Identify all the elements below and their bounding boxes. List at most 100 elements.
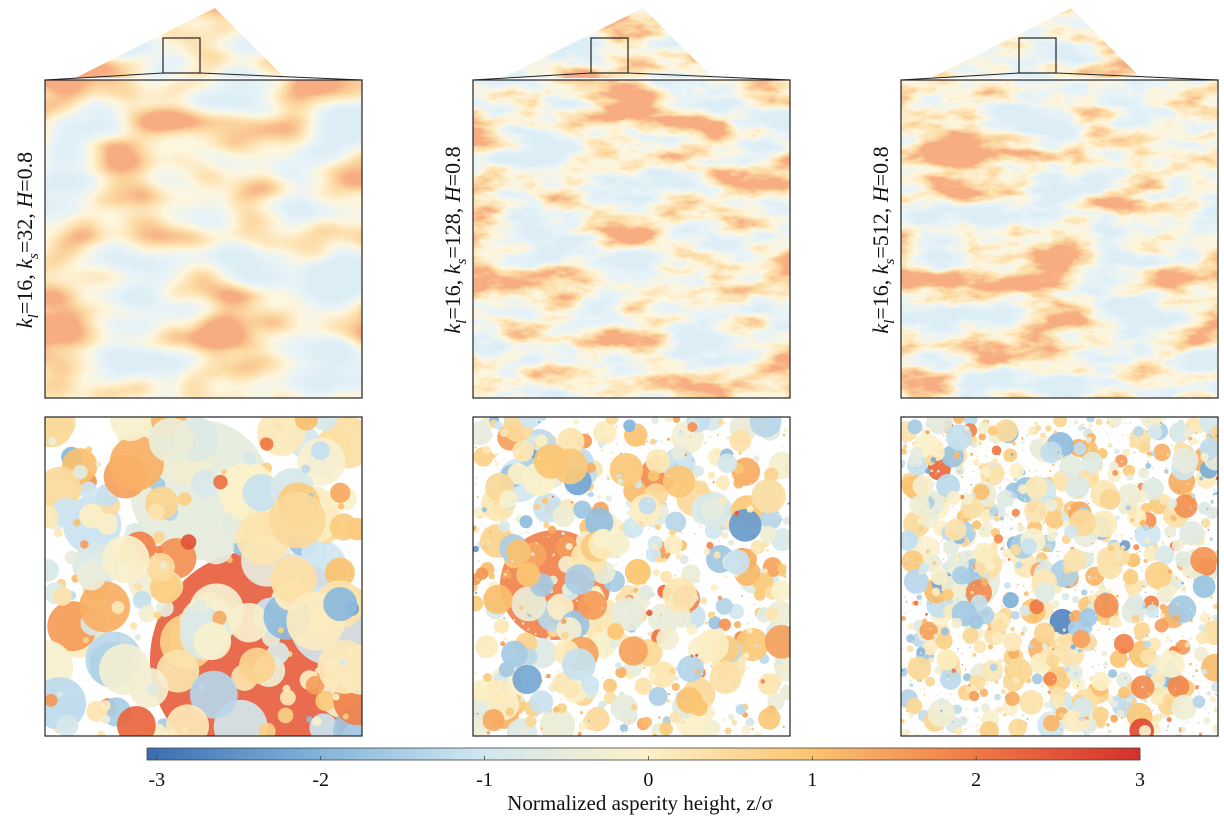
asperity xyxy=(1132,573,1134,575)
asperity xyxy=(1145,633,1147,636)
asperity xyxy=(534,632,537,635)
asperity xyxy=(929,602,931,605)
asperity xyxy=(1005,691,1020,706)
asperity xyxy=(552,504,575,528)
asperity xyxy=(1147,636,1150,639)
asperity xyxy=(923,725,926,728)
asperity xyxy=(1024,499,1048,523)
asperity xyxy=(957,667,960,670)
asperity xyxy=(1193,594,1195,597)
asperity xyxy=(1203,717,1211,725)
thumbnail xyxy=(900,8,1219,81)
asperity xyxy=(722,718,725,722)
asperity xyxy=(999,454,1001,456)
asperity xyxy=(1057,470,1059,472)
asperity xyxy=(277,627,284,634)
asperity xyxy=(966,553,969,556)
asperity xyxy=(696,629,729,662)
asperity xyxy=(1142,584,1144,586)
asperity xyxy=(1026,520,1030,523)
asperity xyxy=(1151,602,1154,605)
asperity xyxy=(609,452,644,487)
asperity xyxy=(963,730,965,732)
asperity xyxy=(277,707,294,724)
asperity xyxy=(1001,558,1006,564)
asperity xyxy=(1124,676,1127,679)
asperity xyxy=(598,440,605,448)
asperity xyxy=(664,502,668,506)
asperity xyxy=(1085,596,1088,598)
asperity xyxy=(1186,721,1188,723)
asperity xyxy=(1052,463,1055,466)
asperity xyxy=(1154,576,1157,578)
asperity xyxy=(1201,618,1204,621)
asperity xyxy=(1199,582,1201,584)
asperity xyxy=(1118,686,1130,699)
asperity xyxy=(1104,449,1106,451)
asperity xyxy=(901,550,924,573)
asperity xyxy=(972,652,977,657)
asperity xyxy=(910,446,924,461)
asperity xyxy=(1198,732,1203,736)
asperity xyxy=(1093,592,1119,618)
asperity xyxy=(1147,438,1151,442)
asperity xyxy=(1095,419,1097,422)
asperity xyxy=(1174,515,1177,517)
asperity xyxy=(728,539,735,546)
asperity xyxy=(1043,421,1045,423)
asperity xyxy=(100,714,111,724)
asperity xyxy=(279,689,296,706)
asperity xyxy=(1138,725,1152,736)
asperity xyxy=(656,627,679,651)
asperity xyxy=(973,640,987,654)
asperity xyxy=(991,457,998,464)
asperity xyxy=(1049,535,1051,538)
asperity xyxy=(1151,717,1153,719)
asperity xyxy=(1017,577,1019,580)
asperity xyxy=(1191,494,1196,499)
asperity xyxy=(519,605,524,611)
asperity xyxy=(1034,582,1056,603)
asperity xyxy=(539,707,576,736)
asperity xyxy=(904,498,906,500)
asperity xyxy=(1021,519,1023,522)
asperity xyxy=(628,718,632,722)
asperity xyxy=(695,653,699,657)
asperity xyxy=(1154,453,1156,455)
asperity xyxy=(627,596,630,599)
asperity xyxy=(1113,545,1115,547)
asperity xyxy=(1078,608,1098,627)
asperity xyxy=(923,516,926,518)
asperity xyxy=(337,503,345,510)
asperity xyxy=(1189,504,1191,506)
asperity xyxy=(1106,421,1110,424)
asperity xyxy=(1033,655,1035,657)
asperity xyxy=(601,449,604,452)
label-part: =0.8 xyxy=(12,152,37,192)
asperity xyxy=(1134,530,1137,532)
asperity xyxy=(1109,461,1119,472)
asperity xyxy=(925,445,927,447)
asperity xyxy=(932,561,937,565)
asperity xyxy=(587,724,591,728)
asperity xyxy=(1089,694,1091,696)
asperity xyxy=(663,465,696,498)
asperity xyxy=(474,482,477,486)
asperity xyxy=(922,721,924,723)
asperity xyxy=(1091,476,1094,478)
asperity xyxy=(1133,717,1135,719)
asperity xyxy=(960,476,963,478)
asperity xyxy=(733,477,745,489)
asperity xyxy=(607,532,630,556)
asperity xyxy=(1020,538,1038,555)
asperity xyxy=(1140,610,1143,613)
asperity xyxy=(1168,709,1170,711)
asperity xyxy=(1006,664,1009,668)
asperity xyxy=(969,478,972,480)
asperity xyxy=(679,429,682,433)
asperity xyxy=(990,541,998,550)
asperity xyxy=(750,540,765,555)
asperity xyxy=(674,574,677,577)
asperity xyxy=(1002,715,1004,717)
asperity xyxy=(929,699,931,701)
